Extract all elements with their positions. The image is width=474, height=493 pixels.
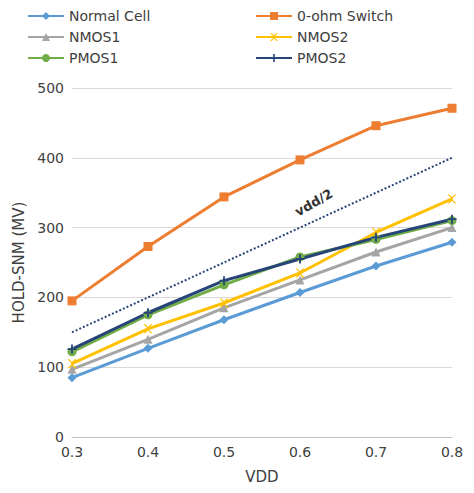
svg-text:PMOS2: PMOS2 [297,50,346,66]
svg-text:0.4: 0.4 [137,444,159,460]
svg-text:0.6: 0.6 [289,444,311,460]
svg-text:vdd/2: vdd/2 [292,186,335,219]
svg-text:Normal Cell: Normal Cell [69,8,150,24]
svg-text:PMOS1: PMOS1 [69,50,118,66]
svg-text:300: 300 [37,220,64,236]
svg-text:200: 200 [37,289,64,305]
svg-text:HOLD-SNM (MV): HOLD-SNM (MV) [10,202,28,324]
svg-text:0.5: 0.5 [213,444,235,460]
svg-text:NMOS2: NMOS2 [297,29,348,45]
svg-text:NMOS1: NMOS1 [69,29,120,45]
svg-text:0: 0 [55,429,64,445]
svg-text:100: 100 [37,359,64,375]
svg-text:500: 500 [37,80,64,96]
svg-text:VDD: VDD [245,468,278,486]
svg-text:0.8: 0.8 [441,444,463,460]
svg-text:0.7: 0.7 [365,444,387,460]
svg-text:0.3: 0.3 [61,444,83,460]
svg-text:0-ohm Switch: 0-ohm Switch [297,8,393,24]
svg-text:400: 400 [37,150,64,166]
